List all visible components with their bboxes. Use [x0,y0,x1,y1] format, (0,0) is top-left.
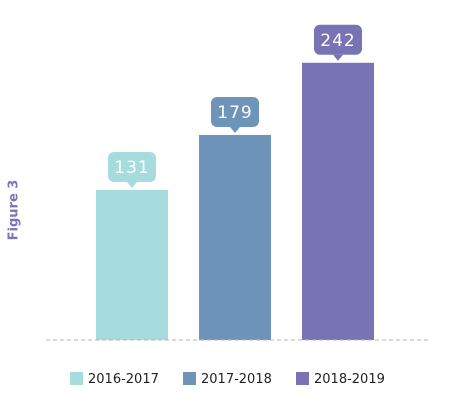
data-label: 131 [114,158,149,178]
data-label-pointer [127,181,137,188]
bars-layer: 131 179 242 [96,24,374,341]
data-label-pointer [230,126,240,133]
data-label-bubble [108,151,156,182]
legend-swatch [183,372,196,385]
bar [302,62,374,341]
legend-label: 2016-2017 [88,372,159,387]
bar [96,189,168,340]
bar [199,134,271,340]
legend-swatch [70,372,83,385]
data-label-bubble [314,24,362,55]
data-label: 179 [217,103,252,123]
legend-swatch [296,372,309,385]
data-label-pointer [333,54,343,61]
legend: 2016-2017 2017-2018 2018-2019 [70,372,385,387]
data-label-bubble [211,96,259,127]
legend-label: 2018-2019 [314,372,385,387]
legend-label: 2017-2018 [201,372,272,387]
data-label: 242 [320,31,355,51]
